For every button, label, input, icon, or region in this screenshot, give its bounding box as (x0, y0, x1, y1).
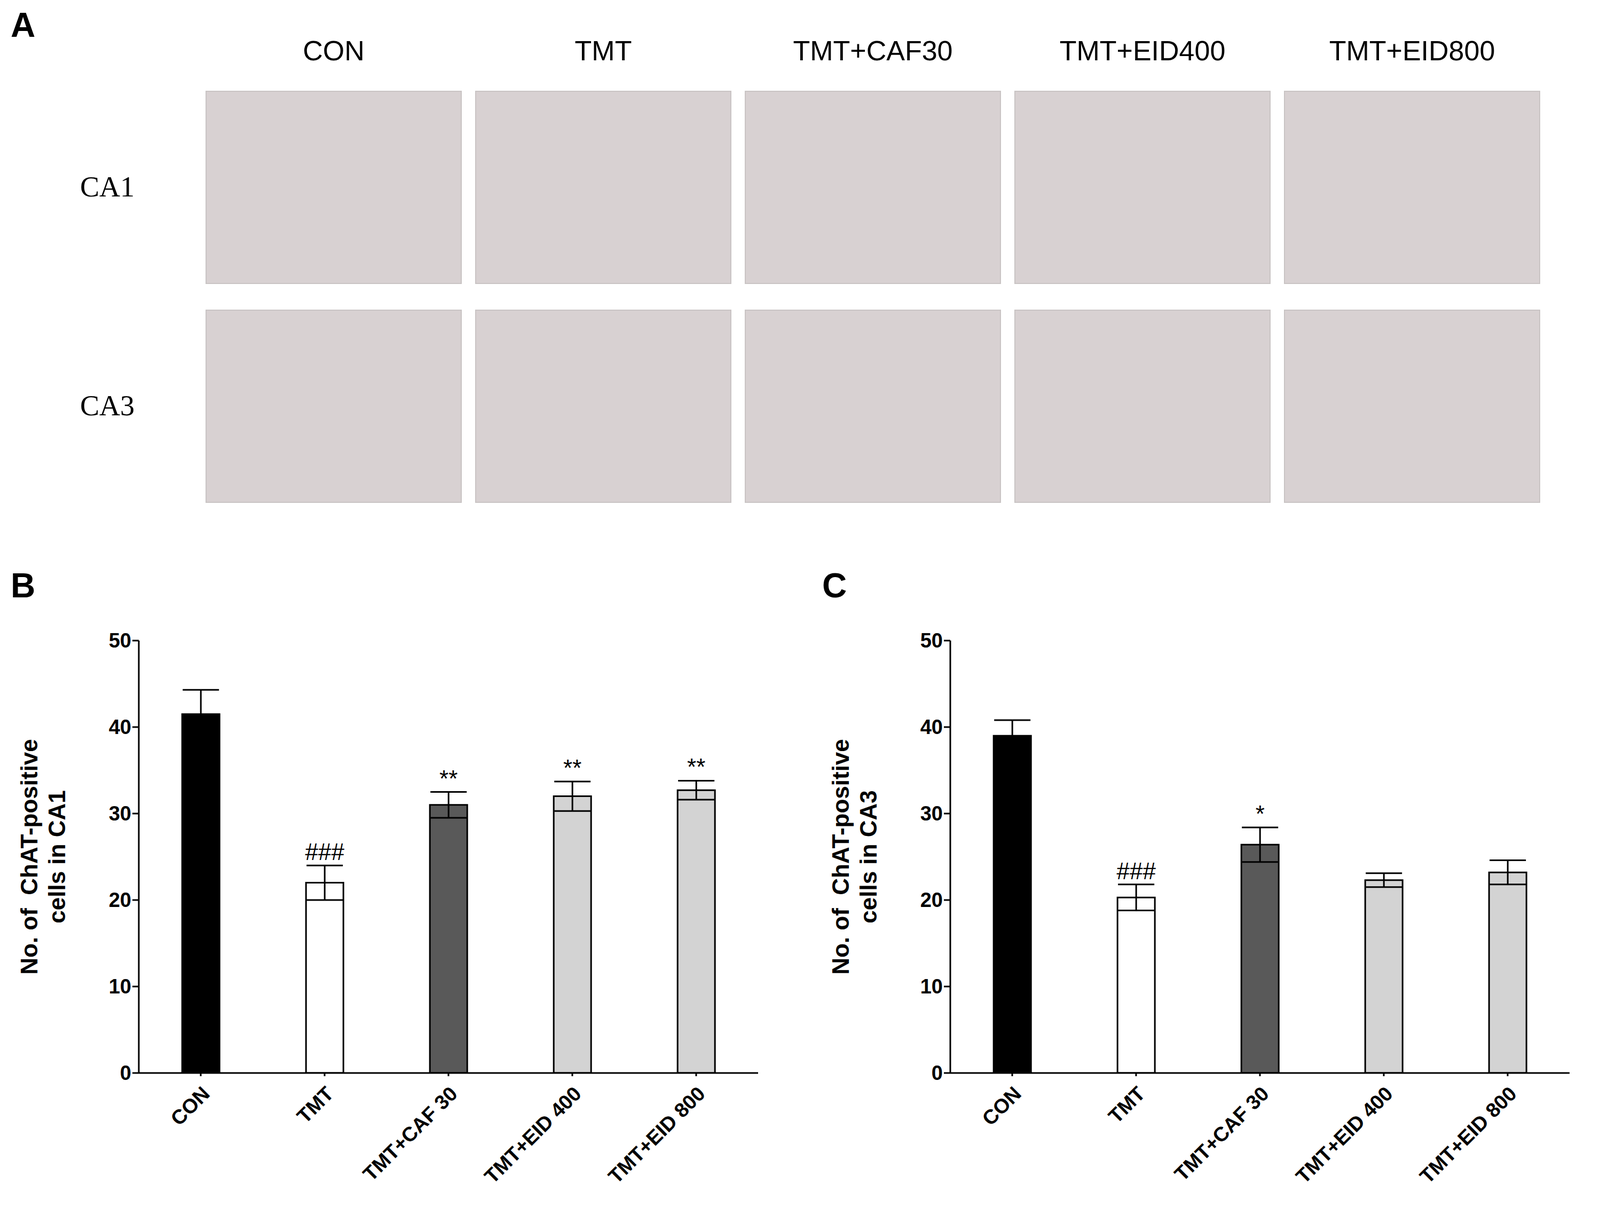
html-text:TMT+EID800: TMT+EID800 (1329, 35, 1495, 67)
svg-text:TMT: TMT (292, 1082, 338, 1128)
html-text:B: B (10, 566, 36, 605)
svg-text:30: 30 (920, 802, 943, 825)
svg-text:50: 50 (920, 629, 943, 652)
svg-text:**: ** (563, 754, 582, 782)
svg-text:TMT+CAF 30: TMT+CAF 30 (1170, 1082, 1274, 1186)
svg-text:*: * (1255, 800, 1265, 827)
svg-text:30: 30 (108, 802, 132, 825)
svg-text:**: ** (439, 765, 458, 792)
svg-text:No. of ChAT-positivecells in: No. of ChAT-positivecells in CA1 (16, 738, 70, 975)
svg-text:TMT: TMT (1104, 1082, 1150, 1128)
svg-text:TMT+EID 400: TMT+EID 400 (479, 1082, 586, 1188)
svg-text:###: ### (1116, 857, 1156, 885)
svg-text:40: 40 (920, 715, 943, 739)
svg-text:###: ### (304, 838, 345, 865)
svg-text:20: 20 (108, 888, 132, 912)
html-text:A: A (10, 5, 36, 45)
svg-text:0: 0 (931, 1061, 943, 1085)
svg-text:TMT+CAF 30: TMT+CAF 30 (358, 1082, 462, 1186)
svg-text:0: 0 (120, 1061, 132, 1085)
svg-text:10: 10 (108, 975, 132, 998)
html-text:CA1: CA1 (80, 170, 135, 203)
html-text:C: C (822, 566, 847, 605)
html-text:CON: CON (302, 35, 365, 67)
svg-text:20: 20 (920, 888, 943, 912)
svg-text:50: 50 (108, 629, 132, 652)
svg-text:TMT+EID 400: TMT+EID 400 (1291, 1082, 1398, 1188)
html-text:TMT: TMT (574, 35, 632, 67)
svg-text:CON: CON (166, 1082, 214, 1130)
html-text:TMT+EID400: TMT+EID400 (1059, 35, 1226, 67)
svg-text:TMT+EID 800: TMT+EID 800 (603, 1082, 710, 1188)
svg-text:No. of ChAT-positivecells in: No. of ChAT-positivecells in CA3 (827, 738, 882, 975)
html-text:TMT+CAF30: TMT+CAF30 (793, 35, 953, 67)
svg-text:10: 10 (920, 975, 943, 998)
svg-text:CON: CON (977, 1082, 1026, 1130)
svg-text:40: 40 (108, 715, 132, 739)
html-text:CA3: CA3 (80, 389, 135, 422)
svg-text:**: ** (687, 753, 706, 780)
svg-text:TMT+EID 800: TMT+EID 800 (1415, 1082, 1521, 1188)
